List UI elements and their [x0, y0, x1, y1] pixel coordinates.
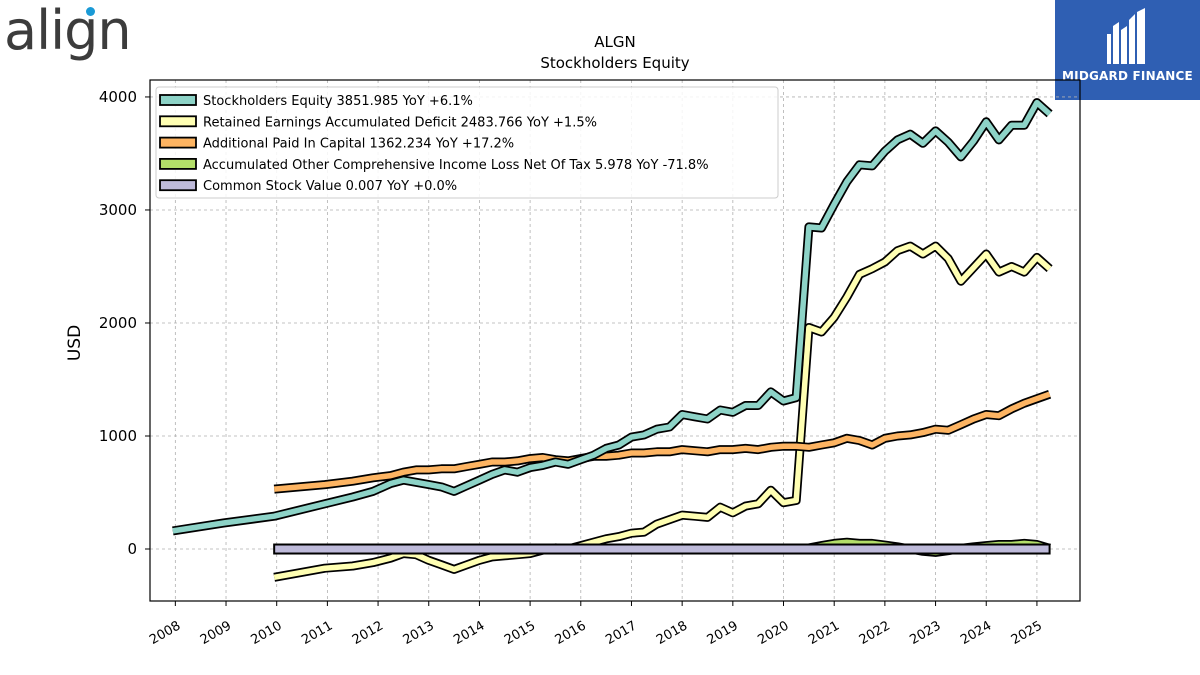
x-tick-label: 2023: [907, 618, 943, 648]
series-line-retained-earnings-accumulated-deficit: [273, 243, 1052, 581]
legend-entry: Additional Paid In Capital 1362.234 YoY …: [203, 137, 514, 152]
chart-subtitle: Stockholders Equity: [540, 54, 689, 72]
legend-swatch: [159, 94, 197, 106]
x-tick-label: 2014: [451, 618, 487, 648]
x-tick-label: 2018: [654, 618, 690, 648]
x-tick-label: 2024: [958, 618, 994, 648]
chart-title: ALGN: [594, 33, 635, 51]
brand-badge: MIDGARD FINANCE: [1055, 0, 1200, 100]
x-tick-label: 2010: [249, 618, 285, 648]
x-tick-label: 2025: [1009, 618, 1045, 648]
x-tick-label: 2013: [401, 618, 437, 648]
series-line-common-stock-value: [273, 543, 1051, 555]
midgard-m-icon: [1107, 8, 1145, 64]
y-tick-label: 2000: [99, 314, 137, 332]
legend-swatch: [159, 179, 197, 192]
x-tick-label: 2011: [299, 618, 335, 648]
x-tick-label: 2008: [147, 618, 183, 648]
y-tick-label: 1000: [99, 427, 137, 445]
align-logo-dot: [86, 7, 95, 16]
y-axis-label: USD: [65, 325, 85, 361]
series-outline-retained-earnings-accumulated-deficit: [273, 241, 1053, 582]
align-logo-text: align: [4, 0, 132, 62]
legend-swatch: [159, 136, 197, 149]
brand-name: MIDGARD FINANCE: [1062, 69, 1193, 83]
align-logo: align: [4, 0, 132, 62]
x-tick-label: 2021: [806, 618, 842, 648]
y-tick-label: 4000: [99, 88, 137, 106]
series-layer: [172, 98, 1053, 582]
legend-entry: Common Stock Value 0.007 YoY +0.0%: [203, 179, 457, 194]
legend-box: [155, 86, 779, 199]
legend: Stockholders Equity 3851.985 YoY +6.1% Re…: [155, 86, 779, 199]
legend-entry: Retained Earnings Accumulated Deficit 24…: [203, 115, 597, 130]
x-tick-label: 2012: [350, 618, 386, 648]
y-tick-label: 3000: [99, 201, 137, 219]
x-tick-label: 2022: [857, 618, 893, 648]
legend-swatch: [159, 157, 197, 170]
legend-entry: Stockholders Equity 3851.985 YoY +6.1%: [203, 94, 473, 109]
x-tick-label: 2017: [603, 618, 639, 648]
x-tick-label: 2020: [755, 618, 791, 648]
x-tick-label: 2019: [705, 618, 741, 648]
x-tick-label: 2009: [198, 618, 234, 648]
legend-entry: Accumulated Other Comprehensive Income L…: [203, 158, 709, 173]
x-tick-label: 2016: [553, 618, 589, 648]
series-line-additional-paid-in-capital: [273, 391, 1051, 492]
plot-frame: [149, 79, 1081, 602]
legend-swatch: [159, 115, 197, 128]
y-tick-label: 0: [127, 540, 137, 558]
x-tick-label: 2015: [502, 618, 538, 648]
series-line-stockholders-equity: [172, 99, 1052, 534]
